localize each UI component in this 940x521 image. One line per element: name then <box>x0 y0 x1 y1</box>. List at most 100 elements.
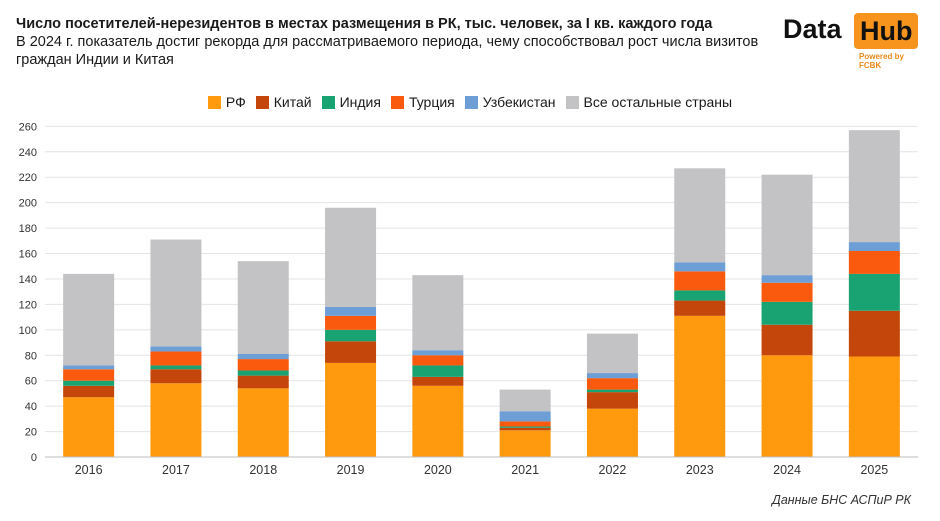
bar-segment-2 <box>674 300 726 316</box>
x-tick-label: 2024 <box>773 463 801 477</box>
bar-segment-3 <box>674 290 726 301</box>
source-note: Данные БНС АСПиР РК <box>772 493 911 507</box>
bar-segment-5 <box>325 306 377 316</box>
bar-segment-2 <box>63 385 115 398</box>
bar-segment-3 <box>150 365 202 370</box>
bar-segment-1 <box>237 388 289 457</box>
y-tick-label: 240 <box>19 147 37 159</box>
bar-segment-1 <box>63 397 115 457</box>
bar-segment-5 <box>63 365 115 370</box>
y-tick-label: 160 <box>19 249 37 261</box>
bar-segment-6 <box>761 174 813 276</box>
bar-segment-6 <box>412 275 464 351</box>
legend-label: РФ <box>225 94 246 110</box>
legend-label: Индия <box>339 94 381 110</box>
logo-hub-text: Hub <box>854 13 919 49</box>
legend-item: Узбекистан <box>464 94 556 110</box>
y-tick-label: 100 <box>19 325 37 337</box>
bar-segment-3 <box>325 329 377 342</box>
bar-segment-3 <box>586 389 638 393</box>
bar-segment-6 <box>237 261 289 354</box>
bar-segment-6 <box>674 168 726 263</box>
y-tick-label: 0 <box>31 452 37 464</box>
legend-item: РФ <box>207 94 246 110</box>
bar-segment-1 <box>848 356 900 457</box>
bar-segment-5 <box>848 242 900 251</box>
x-tick-label: 2022 <box>599 463 627 477</box>
bar-segment-4 <box>499 421 551 427</box>
bar-segment-4 <box>150 351 202 366</box>
datahub-logo: Data Hub Powered by FCBK <box>783 12 923 70</box>
legend-label: Узбекистан <box>482 94 556 110</box>
bar-segment-4 <box>674 271 726 291</box>
bar-segment-5 <box>586 373 638 379</box>
bar-segment-5 <box>761 275 813 283</box>
bar-segment-5 <box>237 353 289 360</box>
y-tick-label: 260 <box>19 121 37 133</box>
legend-swatch <box>321 95 335 109</box>
y-tick-label: 40 <box>25 401 37 413</box>
legend-item: Все остальные страны <box>565 94 733 110</box>
bar-segment-3 <box>412 365 464 377</box>
bar-segment-1 <box>674 315 726 457</box>
legend-swatch <box>464 95 478 109</box>
legend-swatch <box>390 95 404 109</box>
bar-segment-2 <box>412 376 464 386</box>
bar-segment-6 <box>150 239 202 347</box>
bar-segment-2 <box>325 341 377 363</box>
bar-segment-3 <box>761 301 813 325</box>
bar-segment-4 <box>325 315 377 330</box>
x-tick-label: 2017 <box>162 463 190 477</box>
y-tick-label: 80 <box>25 350 37 362</box>
legend-label: Все остальные страны <box>583 94 733 110</box>
chart-subtitle: В 2024 г. показатель достиг рекорда для … <box>16 34 759 68</box>
bar-segment-3 <box>848 273 900 311</box>
bar-segment-1 <box>761 355 813 457</box>
bar-segment-6 <box>325 207 377 307</box>
bar-segment-1 <box>412 385 464 457</box>
x-tick-label: 2020 <box>424 463 452 477</box>
bar-segment-3 <box>63 380 115 386</box>
bar-segment-5 <box>499 411 551 422</box>
legend-label: Китай <box>273 94 312 110</box>
bar-segment-4 <box>761 282 813 302</box>
bar-segment-2 <box>237 375 289 389</box>
chart-title: Число посетителей-нерезидентов в местах … <box>16 16 713 32</box>
y-tick-label: 120 <box>19 299 37 311</box>
logo-data-text: Data <box>783 14 842 44</box>
legend-item: Индия <box>321 94 381 110</box>
bar-segment-2 <box>150 369 202 384</box>
bar-segment-6 <box>586 333 638 374</box>
bar-segment-6 <box>499 389 551 412</box>
chart-header: Число посетителей-нерезидентов в местах … <box>16 15 776 69</box>
bar-segment-2 <box>499 427 551 431</box>
bar-segment-3 <box>499 426 551 428</box>
bar-segment-4 <box>586 378 638 390</box>
bar-segment-4 <box>848 250 900 274</box>
legend-swatch <box>255 95 269 109</box>
bar-segment-2 <box>848 310 900 357</box>
bar-segment-2 <box>761 324 813 356</box>
legend-item: Китай <box>255 94 312 110</box>
bar-segment-6 <box>848 130 900 243</box>
y-tick-label: 60 <box>25 376 37 388</box>
chart-legend: РФ Китай Индия Турция Узбекистан Все остальны… <box>0 94 940 112</box>
bar-segment-6 <box>63 273 115 366</box>
bar-segment-2 <box>586 392 638 409</box>
bar-segment-5 <box>150 346 202 352</box>
bar-segment-1 <box>325 362 377 457</box>
legend-swatch <box>565 95 579 109</box>
bar-segment-1 <box>586 408 638 457</box>
x-tick-label: 2025 <box>860 463 888 477</box>
legend-item: Турция <box>390 94 455 110</box>
x-tick-label: 2021 <box>511 463 539 477</box>
y-tick-label: 220 <box>19 172 37 184</box>
x-tick-label: 2016 <box>75 463 103 477</box>
y-tick-label: 200 <box>19 198 37 210</box>
x-tick-label: 2019 <box>337 463 365 477</box>
x-tick-label: 2018 <box>249 463 277 477</box>
legend-swatch <box>207 95 221 109</box>
bar-segment-5 <box>412 350 464 356</box>
bar-segment-3 <box>237 370 289 376</box>
